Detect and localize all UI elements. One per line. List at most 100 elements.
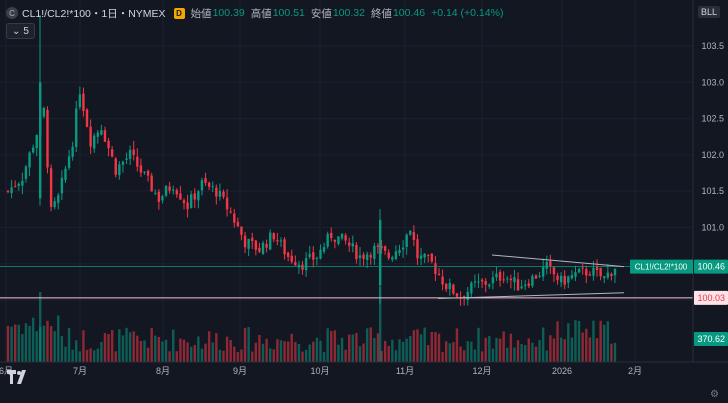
candle-body (545, 261, 548, 269)
x-tick-label: 6月 (0, 366, 13, 376)
candle-body (286, 252, 290, 257)
volume-bar (100, 341, 103, 362)
volume-bar (49, 326, 53, 362)
candle-body (340, 233, 344, 239)
candle-body (243, 235, 247, 248)
symbol-title[interactable]: CL1!/CL2!*100・1日・NYMEX (22, 7, 166, 20)
volume-bar (419, 334, 423, 362)
candle-body (39, 82, 42, 199)
candle-body (409, 230, 412, 235)
volume-bar (610, 343, 613, 362)
candle-body (603, 276, 606, 279)
indicators-collapse-button[interactable]: ⌄ 5 (6, 23, 35, 39)
candle-body (308, 253, 311, 257)
candle-body (157, 191, 161, 202)
candle-body (154, 192, 157, 194)
volume-bar (401, 341, 405, 362)
volume-bar (308, 344, 311, 362)
volume-bar (470, 341, 473, 362)
candle-body (502, 279, 505, 281)
candle-body (606, 272, 610, 278)
candle-body (531, 275, 534, 286)
candle-body (491, 277, 495, 284)
volume-bar (297, 344, 301, 362)
volume-bar (319, 340, 322, 362)
x-tick-label: 12月 (472, 366, 491, 376)
price-axis[interactable]: 103.5103.0102.5102.0101.5101.0100.5100.0… (630, 0, 728, 362)
candle-body (6, 190, 10, 192)
candle-body (549, 261, 552, 266)
candle-body (258, 247, 261, 252)
volume-bar (261, 343, 265, 362)
volume-bar (67, 328, 71, 362)
candle-body (114, 158, 117, 175)
volume-bar (294, 342, 297, 362)
gear-icon[interactable]: ⚙ (710, 389, 719, 400)
symbol-tag-text: CL1!/CL2!*100 (635, 263, 688, 272)
scale-button[interactable]: BLL (698, 6, 721, 18)
candle-body (64, 168, 67, 180)
candle-body (398, 249, 401, 254)
candle-body (434, 263, 437, 274)
candle-body (233, 213, 236, 223)
volume-bars (6, 287, 617, 362)
candle-body (581, 267, 584, 269)
volume-bar (78, 351, 82, 362)
candle-body (265, 243, 268, 248)
candle-body (473, 281, 477, 283)
volume-bar (466, 341, 469, 362)
volume-bar (211, 342, 214, 362)
candle-body (247, 238, 250, 249)
volume-bar (161, 341, 164, 362)
volume-bar (243, 327, 247, 362)
candle-body (304, 258, 308, 271)
volume-bar (326, 328, 329, 362)
tradingview-logo-icon[interactable] (7, 370, 29, 384)
volume-bar (524, 345, 527, 362)
close-label: 終値 (370, 7, 392, 20)
symbol-icon[interactable]: C (6, 7, 18, 19)
volume-bar (125, 327, 128, 362)
volume-bar (358, 346, 362, 362)
volume-bar (455, 328, 459, 362)
candle-body (365, 254, 369, 260)
volume-bar (383, 340, 387, 362)
candle-body (78, 94, 82, 108)
candle-body (13, 186, 17, 188)
volume-bar (204, 343, 207, 362)
volume-bar (409, 336, 412, 362)
candle-body (60, 177, 64, 194)
volume-bar (559, 337, 563, 362)
volume-bar (272, 349, 275, 362)
volume-bar (85, 349, 89, 362)
volume-bar (613, 342, 617, 362)
volume-bar (355, 333, 358, 362)
volume-bar (93, 350, 96, 362)
candle-body (498, 272, 502, 281)
candle-body (574, 272, 577, 277)
candle-body (559, 275, 563, 283)
candle-body (89, 126, 92, 147)
candle-body (207, 182, 211, 187)
candle-body (53, 201, 56, 208)
candle-body (175, 190, 179, 195)
time-axis[interactable]: 6月 7月 8月 9月 10月 11月 12月 2026 2月 (0, 361, 728, 376)
chevron-down-icon: ⌄ (12, 25, 21, 37)
volume-bar (110, 329, 114, 362)
volume-bar (315, 337, 319, 362)
candle-body (423, 253, 426, 258)
candle-body (96, 132, 99, 137)
candle-body (100, 130, 103, 135)
candle-body (17, 183, 20, 186)
y-tick-label: 102.0 (701, 150, 724, 160)
candle-body (394, 251, 398, 259)
volume-bar (513, 347, 516, 362)
volume-bar (182, 339, 186, 362)
volume-bar (581, 332, 584, 362)
candle-body (164, 185, 168, 196)
candle-body (107, 140, 110, 149)
volume-bar (28, 325, 31, 362)
candle-body (42, 107, 46, 117)
horizontal-line-tag-bg (694, 290, 728, 305)
